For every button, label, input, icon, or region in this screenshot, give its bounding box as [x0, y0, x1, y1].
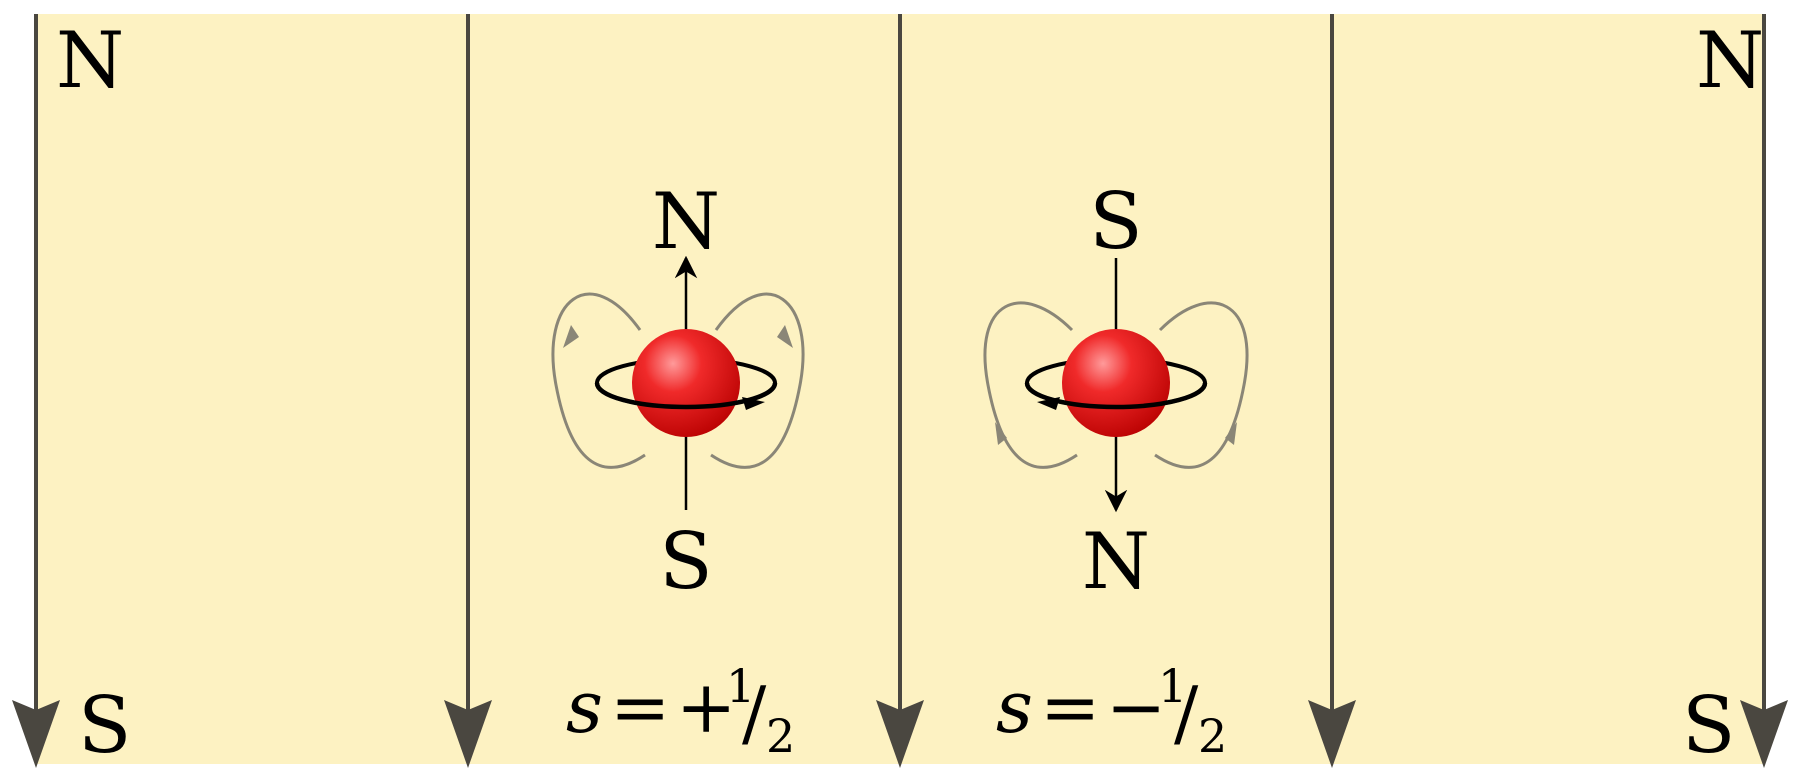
field-line: [1308, 14, 1356, 768]
particle-sphere: [1062, 329, 1170, 437]
spin-up-bottom-pole: S: [659, 517, 712, 607]
rotation-arrow-icon: [1037, 397, 1060, 410]
spin-down-label: s = − 1 / 2: [996, 659, 1227, 763]
fraction-denominator: 2: [1198, 709, 1227, 763]
dipole-field-loop: [710, 292, 805, 469]
particle-sphere: [632, 329, 740, 437]
minus-sign: −: [1106, 665, 1166, 749]
field-line: [876, 14, 924, 768]
fraction-numerator: 1: [1158, 659, 1187, 713]
equals-sign: =: [610, 665, 670, 749]
fraction-slash: /: [1174, 671, 1199, 755]
spin-up-top-pole: N: [652, 177, 720, 267]
spin-down-top-pole: S: [1089, 177, 1142, 267]
spin-symbol: s: [566, 665, 603, 749]
spin-up-particle: N S: [551, 177, 805, 607]
external-field-lines: [12, 14, 1788, 768]
spin-down-bottom-pole: N: [1082, 517, 1150, 607]
field-pole-bottom-left: S: [78, 681, 131, 771]
plus-sign: +: [676, 665, 736, 749]
field-pole-top-right: N: [1696, 16, 1764, 106]
fraction-denominator: 2: [766, 709, 795, 763]
equals-sign: =: [1040, 665, 1100, 749]
dipole-field-loop: [983, 301, 1078, 469]
fraction-numerator: 1: [726, 659, 755, 713]
field-pole-bottom-right: S: [1682, 681, 1735, 771]
field-pole-top-left: N: [56, 16, 124, 106]
spin-down-particle: S N: [983, 177, 1249, 607]
fraction-slash: /: [742, 671, 767, 755]
rotation-arrow-icon: [742, 397, 765, 410]
field-line: [1740, 14, 1788, 768]
dipole-field-loop: [1154, 301, 1249, 469]
spin-up-label: s = + 1 / 2: [566, 659, 795, 763]
dipole-field-loop: [551, 292, 646, 469]
field-line: [12, 14, 60, 768]
field-line: [444, 14, 492, 768]
spin-symbol: s: [996, 665, 1033, 749]
